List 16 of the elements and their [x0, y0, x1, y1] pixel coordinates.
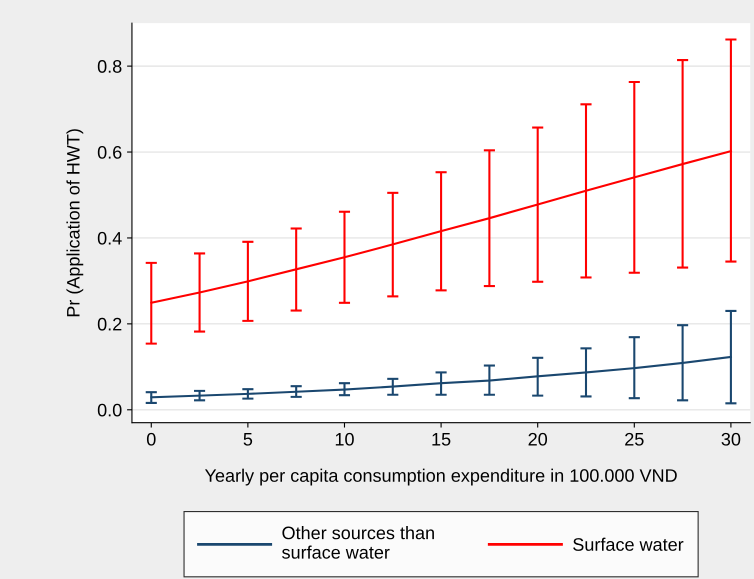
y-tick-label: 0.0 [98, 404, 122, 417]
x-tick-label: 20 [528, 432, 548, 446]
legend-label: Surface water [573, 538, 684, 551]
x-tick-label: 5 [244, 433, 252, 446]
y-tick-label: 0.2 [98, 318, 122, 331]
y-axis-title: Pr (Application of HWT) [66, 129, 84, 316]
legend-label: Other sources than surface water [282, 526, 434, 559]
x-tick-label: 15 [432, 433, 450, 446]
x-tick-label: 25 [625, 432, 644, 446]
x-tick-label: 10 [336, 432, 354, 446]
y-tick-label: 0.8 [98, 60, 122, 73]
y-tick-label: 0.4 [98, 232, 122, 245]
x-tick-label: 0 [146, 432, 156, 446]
x-axis-title: Yearly per capita consumption expenditure in 100.000 VND [204, 468, 677, 486]
y-tick-label: 0.6 [98, 146, 122, 159]
x-tick-label: 30 [722, 432, 740, 446]
